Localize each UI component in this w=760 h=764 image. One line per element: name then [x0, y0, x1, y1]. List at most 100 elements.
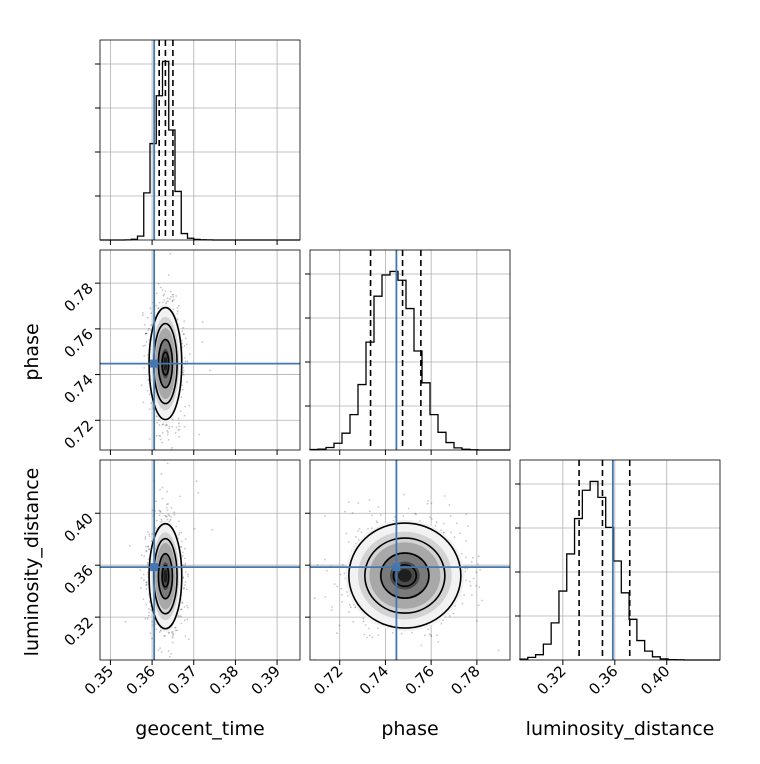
sample-point [184, 547, 186, 550]
sample-point [169, 290, 172, 293]
sample-point [368, 627, 370, 630]
sample-point [171, 425, 174, 428]
sample-point [281, 578, 283, 580]
x-axis-label-luminosity-distance: luminosity_distance [526, 718, 715, 740]
sample-point [183, 414, 186, 417]
sample-point [172, 293, 175, 296]
sample-point [173, 627, 176, 629]
sample-point [147, 614, 150, 617]
sample-point [155, 519, 158, 522]
sample-point [470, 561, 473, 563]
sample-point [171, 446, 173, 449]
sample-point [146, 389, 149, 392]
sample-point [164, 635, 167, 637]
sample-point [146, 179, 148, 181]
sample-point [147, 329, 150, 332]
sample-point [461, 602, 464, 605]
truth-marker [150, 563, 159, 572]
sample-point [151, 509, 154, 512]
sample-point [316, 564, 319, 566]
sample-point [349, 606, 352, 609]
sample-point [324, 515, 326, 517]
sample-point [180, 622, 183, 624]
sample-point [345, 532, 348, 535]
sample-point [341, 601, 344, 603]
joint-luminosity-distance-vs-phase: 0.72 0.74 0.76 0.78 [281, 455, 593, 698]
sample-point [148, 533, 151, 535]
sample-point [172, 633, 175, 636]
sample-point [188, 353, 191, 355]
sample-point [427, 500, 429, 502]
sample-point [182, 366, 185, 369]
sample-point [176, 312, 179, 315]
sample-point [159, 510, 162, 512]
sample-point [591, 638, 593, 640]
sample-point [184, 360, 187, 363]
sample-point [404, 671, 406, 673]
sample-point [418, 520, 421, 522]
sample-point [161, 486, 164, 489]
sample-point [119, 247, 121, 249]
contour-3 [157, 552, 174, 600]
sample-point [469, 585, 472, 587]
marginal-geocent-time-frame [99, 39, 301, 241]
sample-point [465, 540, 467, 542]
sample-point [173, 513, 176, 516]
sample-point [162, 294, 165, 297]
sample-point [177, 429, 180, 432]
sample-point [148, 548, 151, 550]
sample-point [477, 555, 480, 558]
sample-point [145, 583, 148, 586]
sample-point [283, 581, 285, 583]
sample-point [171, 635, 174, 637]
sample-point [475, 584, 478, 587]
sample-point [195, 480, 198, 483]
sample-point [150, 324, 152, 327]
sample-point [171, 300, 174, 303]
sample-point [172, 308, 175, 311]
sample-point [166, 462, 169, 465]
sample-point [161, 423, 164, 426]
sample-point [183, 333, 185, 336]
sample-point [182, 373, 185, 376]
sample-point [184, 581, 187, 583]
sample-point [197, 492, 200, 494]
joint-luminosity-distance-phase-frame [309, 459, 511, 661]
sample-point [357, 530, 359, 532]
sample-point [376, 455, 378, 457]
sample-point [144, 332, 147, 335]
sample-point [169, 252, 172, 255]
contour-1 [348, 522, 462, 629]
sample-point [128, 544, 131, 547]
sample-point [179, 495, 182, 498]
sample-point [143, 367, 146, 369]
sample-point [464, 567, 467, 570]
sample-point [407, 507, 410, 510]
sample-point [156, 421, 159, 424]
sample-point [184, 538, 187, 540]
sample-point [182, 371, 185, 374]
sample-point [440, 529, 442, 532]
truth-marker [150, 359, 159, 368]
sample-point [167, 431, 169, 434]
sample-point [522, 591, 524, 593]
sample-point [157, 282, 160, 285]
sample-point [434, 525, 437, 527]
sample-point [144, 344, 146, 347]
sample-point [411, 631, 413, 634]
sample-point [159, 488, 162, 491]
sample-point [165, 302, 167, 305]
sample-point [391, 632, 394, 634]
sample-point [184, 562, 187, 565]
sample-point [360, 531, 363, 534]
sample-point [182, 326, 185, 329]
sample-point [158, 434, 161, 437]
sample-point [143, 323, 146, 326]
sample-point [442, 619, 444, 621]
sample-point [375, 520, 378, 523]
sample-point [144, 538, 147, 540]
sample-point [148, 535, 151, 537]
joint-contents [281, 455, 593, 673]
sample-point [187, 638, 190, 641]
sample-point [179, 219, 181, 221]
